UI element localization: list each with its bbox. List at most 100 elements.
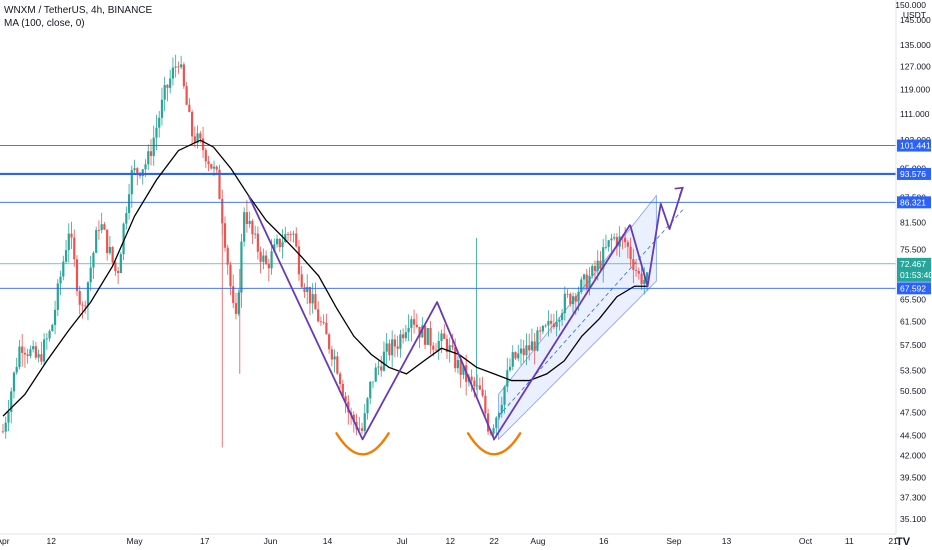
candle-body xyxy=(275,238,279,245)
candle-body xyxy=(473,380,476,387)
y-tick-label: 39.500 xyxy=(900,472,926,482)
level-tag-label: 86.321 xyxy=(900,197,926,207)
candle-body xyxy=(163,85,166,100)
candle-body xyxy=(12,372,16,392)
candle-body xyxy=(256,233,259,252)
candle-body xyxy=(615,237,618,247)
last-price-label: 72.467 xyxy=(900,259,926,269)
candle-body xyxy=(53,309,57,325)
candle-body xyxy=(7,411,10,423)
candle-body xyxy=(70,233,73,238)
candle-body xyxy=(388,343,391,356)
candle-body xyxy=(536,330,539,351)
candle-body xyxy=(286,234,290,235)
candle-body xyxy=(317,309,320,322)
candle-body xyxy=(533,341,536,351)
candle-body xyxy=(470,376,473,381)
candle-body xyxy=(23,352,27,355)
candle-body xyxy=(40,354,43,362)
candle-body xyxy=(462,365,465,375)
candle-body xyxy=(421,325,424,338)
tradingview-logo[interactable]: TV xyxy=(896,536,911,548)
candle-body xyxy=(207,161,210,165)
candle-body xyxy=(174,66,177,68)
candles xyxy=(1,54,649,448)
candle-body xyxy=(399,334,402,349)
candle-body xyxy=(374,367,377,382)
candle-body xyxy=(492,428,495,434)
symbol-title[interactable]: WNXM / TetherUS, 4h, BINANCE xyxy=(4,5,153,16)
double-bottom-path xyxy=(247,195,631,441)
candle-body xyxy=(626,242,629,247)
candle-body xyxy=(459,359,462,375)
candle-body xyxy=(306,286,309,292)
y-tick-label: 119.000 xyxy=(900,84,930,94)
candle-body xyxy=(322,322,325,323)
candle-body xyxy=(51,324,54,332)
candle-body xyxy=(602,247,605,269)
candle-body xyxy=(363,413,366,431)
candle-body xyxy=(582,274,586,280)
level-tag xyxy=(897,282,931,295)
candle-body xyxy=(160,99,164,118)
candle-body xyxy=(270,251,273,269)
candle-body xyxy=(262,255,265,262)
candle-body xyxy=(445,338,449,352)
candle-body xyxy=(295,233,298,247)
x-tick-label: 16 xyxy=(599,536,609,546)
candle-body xyxy=(566,293,569,295)
y-tick-label: 127.000 xyxy=(900,62,931,72)
candle-body xyxy=(497,413,501,418)
candle-body xyxy=(180,64,183,68)
candle-body xyxy=(484,395,487,414)
candle-body xyxy=(254,233,257,235)
candle-body xyxy=(382,351,386,371)
candle-body xyxy=(251,220,254,235)
candle-body xyxy=(508,366,512,371)
candle-body xyxy=(325,322,328,335)
candle-body xyxy=(569,293,572,305)
x-tick-label: 11 xyxy=(845,536,854,546)
indicator-title[interactable]: MA (100, close, 0) xyxy=(4,18,85,29)
candle-body xyxy=(212,166,216,169)
x-axis[interactable]: Apr 12 May 17 Jun 14 Jul 12 22 Aug 16 Sep 13 Oct 11 21 xyxy=(0,533,898,546)
candle-body xyxy=(4,422,7,432)
level-tag xyxy=(897,196,931,209)
candle-body xyxy=(29,349,32,356)
candle-body xyxy=(232,286,235,304)
candle-body xyxy=(380,366,383,371)
y-tick-label: 57.500 xyxy=(900,340,926,350)
top-axis-readout: 150.000 USDT xyxy=(895,0,926,20)
candle-body xyxy=(75,259,79,292)
channel-band xyxy=(498,194,657,441)
ma-line xyxy=(2,139,648,417)
candle-body xyxy=(314,294,317,310)
candle-body xyxy=(152,137,155,156)
candle-body xyxy=(539,330,542,332)
candle-body xyxy=(158,117,161,128)
candle-body xyxy=(643,279,646,285)
candle-body xyxy=(404,332,407,339)
candle-body xyxy=(89,267,92,283)
candle-body xyxy=(289,234,292,236)
y-tick-label: 35.100 xyxy=(900,514,926,524)
candle-body xyxy=(67,233,70,251)
candle-body xyxy=(166,85,169,88)
y-tick-label: 65.500 xyxy=(900,294,926,304)
candle-body xyxy=(344,396,347,402)
candle-body xyxy=(645,272,649,280)
candle-body xyxy=(281,242,284,248)
candle-body xyxy=(122,223,125,255)
bottom-arc xyxy=(335,432,390,456)
candle-body xyxy=(391,339,394,356)
x-tick-label: Jun xyxy=(264,536,278,546)
candle-body xyxy=(571,296,575,305)
candle-body xyxy=(48,331,51,339)
candle-body xyxy=(541,326,545,332)
candle-body xyxy=(585,274,588,290)
y-tick-label: 111.000 xyxy=(900,109,930,119)
candle-body xyxy=(412,319,416,325)
candle-body xyxy=(108,246,111,254)
candle-body xyxy=(558,319,561,322)
